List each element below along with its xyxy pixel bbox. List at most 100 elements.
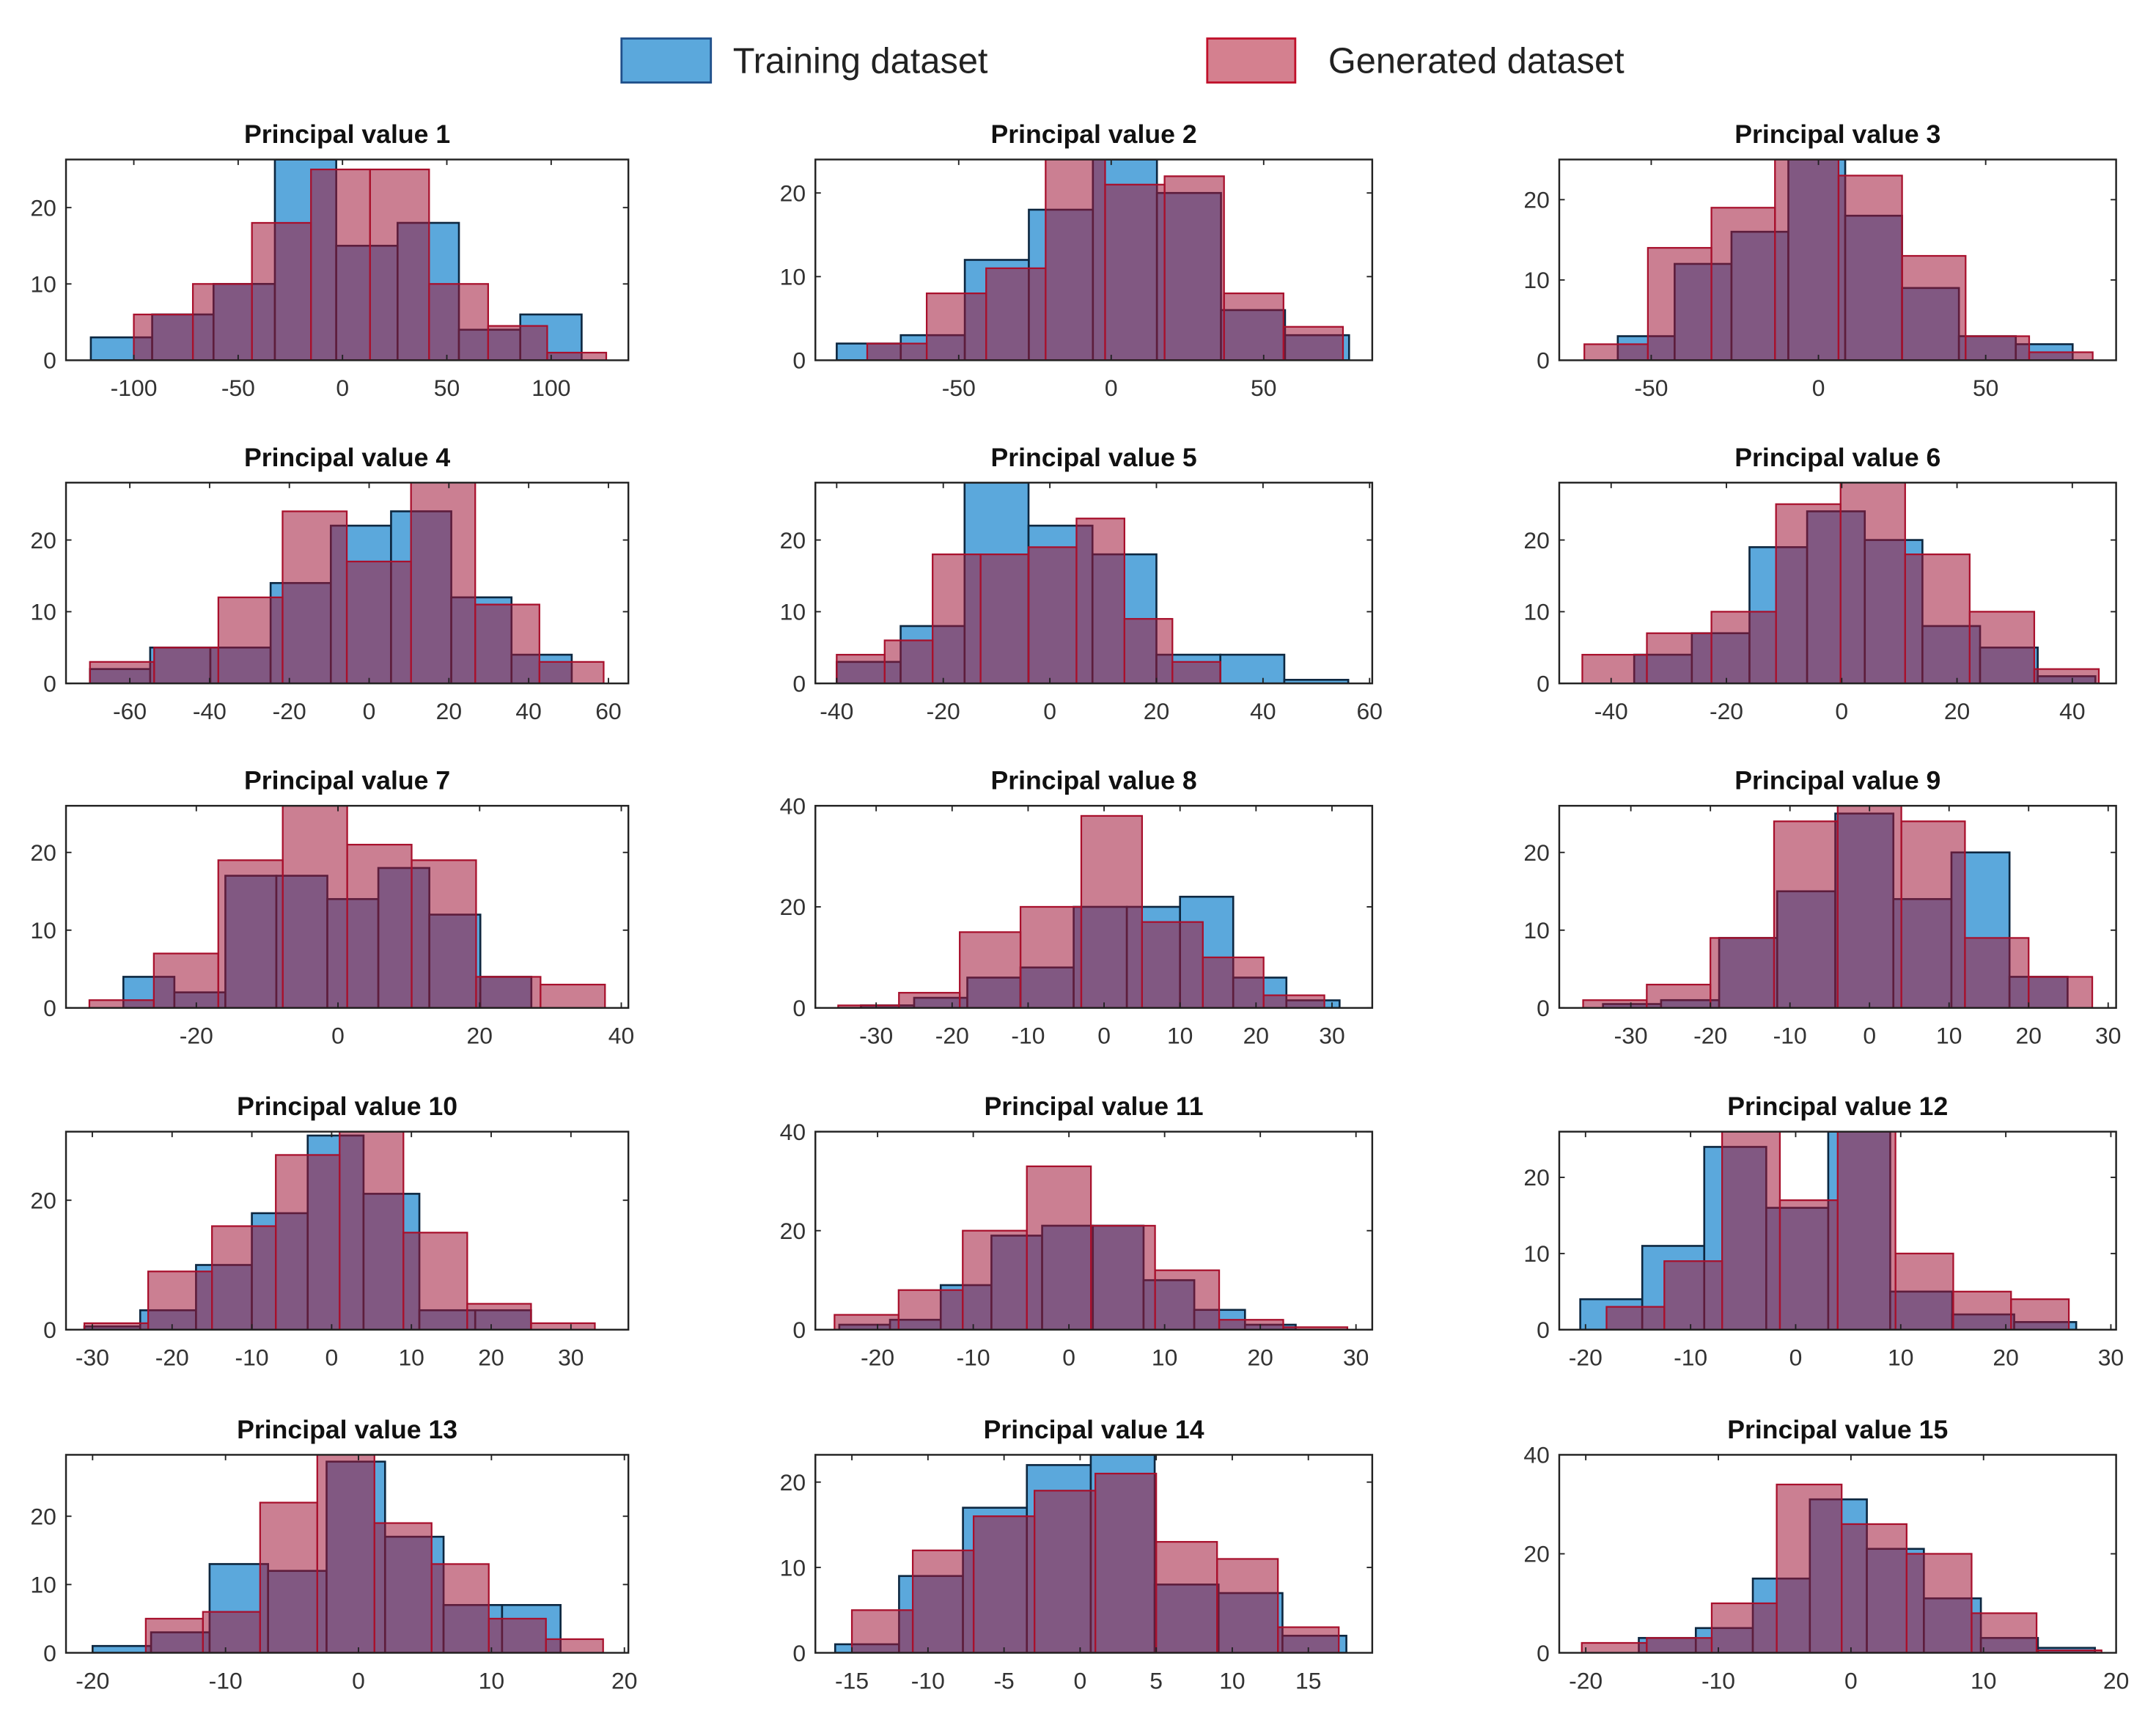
y-tick-label: 10 [30,271,56,298]
generated-bar [1710,937,1776,1008]
generated-bar [466,1303,532,1330]
x-tick-label: 40 [1250,698,1276,724]
y-tick-label: 40 [1523,1442,1549,1468]
y-tick-label: 20 [780,894,806,920]
generated-bar [373,1522,433,1653]
generated-bar [369,168,430,361]
bars [89,159,608,361]
generated-bar [191,283,253,361]
generated-bar [1774,159,1840,361]
x-tick-label: -10 [1674,1345,1707,1371]
generated-bar [898,992,961,1008]
bars [834,1165,1349,1330]
bars [837,814,1341,1008]
x-tick-label: 20 [1247,1345,1273,1371]
histogram-panel-7: Principal value 7 -20 0 20 40 0 10 20 [30,766,634,1049]
generated-bar [1163,175,1225,361]
generated-bar [1710,1602,1778,1653]
y-tick-label: 20 [1523,527,1549,553]
y-tick-label: 0 [792,670,806,696]
generated-bar [1123,618,1174,684]
x-tick-label: 0 [1062,1345,1075,1371]
x-tick-label: -30 [76,1345,109,1371]
y-tick-label: 0 [1537,347,1550,374]
y-tick-label: 10 [30,599,56,625]
generated-bar [2028,976,2094,1008]
x-tick-label: -20 [76,1667,109,1693]
x-tick-label: -20 [155,1345,189,1371]
bars [83,1131,596,1330]
axes-box [65,482,630,685]
x-tick-label: 10 [1888,1345,1913,1371]
generated-bar [1646,1637,1713,1653]
generated-bar [883,639,934,684]
generated-bar [1583,343,1649,361]
generated-bar [540,983,606,1008]
x-tick-label: 20 [1944,698,1970,724]
y-tick-label: 10 [780,1554,806,1581]
bars [91,1454,604,1653]
generated-bar [1027,546,1078,684]
x-tick-label: -50 [221,375,255,401]
generated-bar [1776,1483,1843,1653]
generated-bar [217,859,284,1008]
y-tick-label: 0 [792,995,806,1021]
generated-bar [1836,1131,1896,1330]
generated-bar [1075,518,1125,684]
generated-bar [428,283,490,361]
generated-bar [1710,611,1777,684]
x-tick-label: -50 [942,375,976,401]
generated-bar [850,1609,914,1653]
panel-title: Principal value 8 [990,766,1196,795]
bars [1581,482,2100,684]
x-tick-label: 0 [1812,375,1825,401]
histogram-panel-1: Principal value 1 -100 -50 0 50 100 0 10 20 [30,119,630,401]
generated-bar [487,325,548,361]
x-tick-label: -40 [820,698,853,724]
generated-bar [1971,1612,2038,1653]
x-tick-label: 15 [1295,1667,1321,1693]
y-tick-label: 0 [792,1317,806,1343]
generated-bar [932,553,982,684]
y-tick-label: 10 [1523,267,1549,293]
y-tick-label: 10 [1523,917,1549,944]
x-tick-label: 20 [478,1345,504,1371]
x-tick-label: 0 [1097,1023,1111,1049]
panel-title: Principal value 2 [990,119,1196,149]
bars [836,482,1350,684]
bars [88,806,606,1008]
histogram-panel-15: Principal value 15 -20 -10 0 10 20 0 20 40 [1523,1415,2129,1693]
generated-bar [1581,653,1648,684]
generated-bar [1033,1490,1097,1653]
generated-bar [1080,814,1144,1008]
y-tick-label: 40 [780,792,806,819]
generated-bar [2033,668,2100,684]
histogram-panel-14: Principal value 14 -15 -10 -5 0 5 10 15 0 10 20 [780,1415,1374,1693]
axes-box [1558,158,2117,361]
x-tick-label: -20 [861,1345,894,1371]
panel-title: Principal value 12 [1727,1092,1948,1121]
generated-bar [88,999,155,1008]
y-tick-label: 0 [792,1640,806,1666]
x-tick-label: 30 [1343,1345,1369,1371]
x-tick-label: -10 [235,1345,269,1371]
x-tick-label: 20 [2103,1667,2129,1693]
y-tick-label: 20 [30,1187,56,1213]
x-tick-label: 20 [1243,1023,1269,1049]
x-tick-label: 0 [331,1023,345,1049]
x-tick-label: -50 [1634,375,1668,401]
generated-bar [1773,820,1839,1008]
y-tick-label: 0 [1537,1640,1550,1666]
generated-bar [1094,1472,1158,1653]
generated-bar [1282,1326,1349,1330]
x-tick-label: 0 [1074,1667,1087,1693]
generated-bar [1605,1306,1666,1330]
x-tick-label: -20 [927,698,960,724]
y-tick-label: 20 [1523,1164,1549,1191]
axes-box [65,804,630,1009]
generated-bar [538,661,605,684]
generated-bar [1262,994,1325,1008]
x-tick-label: -20 [273,698,306,724]
histogram-panel-12: Principal value 12 -20 -10 0 10 20 30 0 10 20 [1523,1092,2124,1370]
x-tick-label: 0 [336,375,349,401]
